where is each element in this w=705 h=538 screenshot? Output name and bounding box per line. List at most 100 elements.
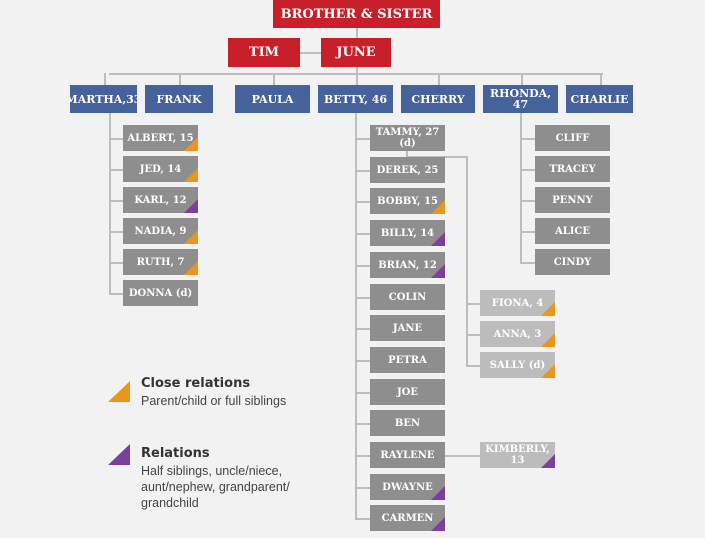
grandchild-box: BRIAN, 12 [370,252,445,278]
connector-line [179,73,181,85]
close-relation-marker-icon [184,261,198,275]
connector-line [355,201,370,203]
child-box: BETTY, 46 [318,85,393,113]
great-grandchild-box: ANNA, 3 [480,321,555,347]
person-name: DWAYNE [382,481,433,493]
relation-marker-icon [541,454,555,468]
grandchild-box: COLIN [370,284,445,310]
person-name: FIONA, 4 [491,297,544,309]
grandchild-box: TAMMY, 27 (d) [370,125,445,151]
connector-line [406,151,408,157]
connector-line [445,455,480,457]
child-box: RHONDA, 47 [483,85,558,113]
person-name: JED, 14 [139,163,182,175]
connector-line [356,73,358,85]
connector-line [355,170,370,172]
person-name: ALBERT, 15 [127,132,194,144]
grandchild-box: JOE [370,379,445,405]
grandchild-box: DWAYNE [370,474,445,500]
connector-line [466,365,480,367]
grandchild-box: DONNA (d) [123,280,198,306]
person-name: BROTHER & SISTER [280,6,433,22]
person-name: RAYLENE [380,449,435,461]
close-relation-marker-icon [541,364,555,378]
relation-marker-icon [431,517,445,531]
person-name: BILLY, 14 [380,227,435,239]
person-name: BEN [394,417,421,429]
person-name: CINDY [553,256,592,268]
connector-line [109,113,111,295]
connector-line [355,265,370,267]
person-name: MARTHA,33 [70,92,137,106]
connector-line [520,231,535,233]
connector-line [109,262,123,264]
connector-line [355,113,357,520]
great-grandchild-box: SALLY (d) [480,352,555,378]
person-name: BETTY, 46 [323,92,388,106]
connector-line [521,73,523,85]
child-box: FRANK [145,85,213,113]
grandchild-box: CLIFF [535,125,610,151]
grandchild-box: TRACEY [535,156,610,182]
child-box: CHARLIE [566,85,633,113]
close-relation-marker-icon [431,200,445,214]
relation-marker-icon [184,199,198,213]
close-relation-marker-icon [541,333,555,347]
person-name: TIM [248,45,280,60]
relation-marker-icon [431,486,445,500]
relations-legend-title: Relations [141,446,210,461]
close-relation-marker-icon [184,168,198,182]
parent-box-tim: TIM [228,38,300,67]
person-name: CHARLIE [570,92,629,106]
connector-line [355,487,370,489]
person-name: COLIN [388,291,427,303]
grandchild-box: JANE [370,315,445,341]
connector-line [520,200,535,202]
person-name: PENNY [552,194,593,206]
person-name: KARL, 12 [134,194,187,206]
person-name: DEREK, 25 [376,164,439,176]
connector-line [466,303,480,305]
connector-line [355,138,370,140]
person-name: RHONDA, 47 [489,87,552,111]
connector-line [355,455,370,457]
connector-line [355,392,370,394]
connector-line [355,328,370,330]
grandchild-box: CARMEN [370,505,445,531]
relations-legend-icon [108,444,130,465]
close-relations-legend-desc: Parent/child or full siblings [141,394,287,408]
person-name: BRIAN, 12 [378,259,437,271]
connector-line [109,200,123,202]
person-name: CARMEN [381,512,434,524]
connector-line [109,138,123,140]
grandchild-box: CINDY [535,249,610,275]
grandchild-box: PETRA [370,347,445,373]
connector-line [273,73,275,85]
person-name: CLIFF [555,132,590,144]
person-name: BOBBY, 15 [377,195,438,207]
connector-line [109,231,123,233]
great-grandchild-box: FIONA, 4 [480,290,555,316]
person-name: JOE [396,386,419,398]
connector-line [355,360,370,362]
connector-line [520,138,535,140]
connector-line [438,73,440,85]
grandchild-box: KARL, 12 [123,187,198,213]
close-relation-marker-icon [541,302,555,316]
person-name: TRACEY [549,163,596,175]
connector-line [355,518,370,520]
grandchild-box: BEN [370,410,445,436]
person-name: PETRA [388,354,427,366]
connector-line [600,73,602,85]
person-name: RUTH, 7 [136,256,185,268]
connector-line [520,113,522,264]
connector-line [109,293,123,295]
connector-line [520,169,535,171]
relations-legend-desc: Half siblings, uncle/niece, aunt/nephew,… [141,464,290,510]
person-name: CHERRY [411,92,465,106]
person-name: JANE [392,322,423,334]
connector-line [466,334,480,336]
connector-line [355,297,370,299]
grandchild-box: RUTH, 7 [123,249,198,275]
root-box: BROTHER & SISTER [273,0,440,28]
